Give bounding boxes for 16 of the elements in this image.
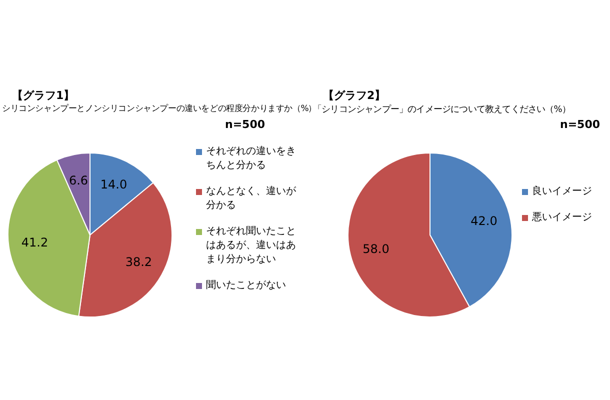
legend-label: それぞれの違いをきちんと分かる	[206, 146, 296, 171]
chart-title: 【グラフ1】	[12, 88, 75, 103]
data-label: 42.0	[470, 214, 498, 228]
legend-label: 良いイメージ	[532, 186, 592, 197]
legend-label: 聞いたことがない	[206, 280, 286, 291]
text: n=500	[225, 118, 266, 131]
legend-label: 悪いイメージ	[532, 212, 592, 223]
legend-label: それぞれ聞いたことはあるが、違いはあまり分からない	[206, 226, 296, 265]
legend-label: なんとなく、違いが分かる	[206, 186, 296, 211]
data-label: 38.2	[125, 255, 152, 270]
data-label: 41.2	[21, 236, 48, 250]
chart-title: 【グラフ2】	[323, 88, 386, 103]
data-label: 58.0	[362, 242, 390, 256]
data-label: 14.0	[100, 178, 128, 192]
data-label: 6.6	[68, 173, 88, 188]
text: n=500	[560, 118, 600, 131]
